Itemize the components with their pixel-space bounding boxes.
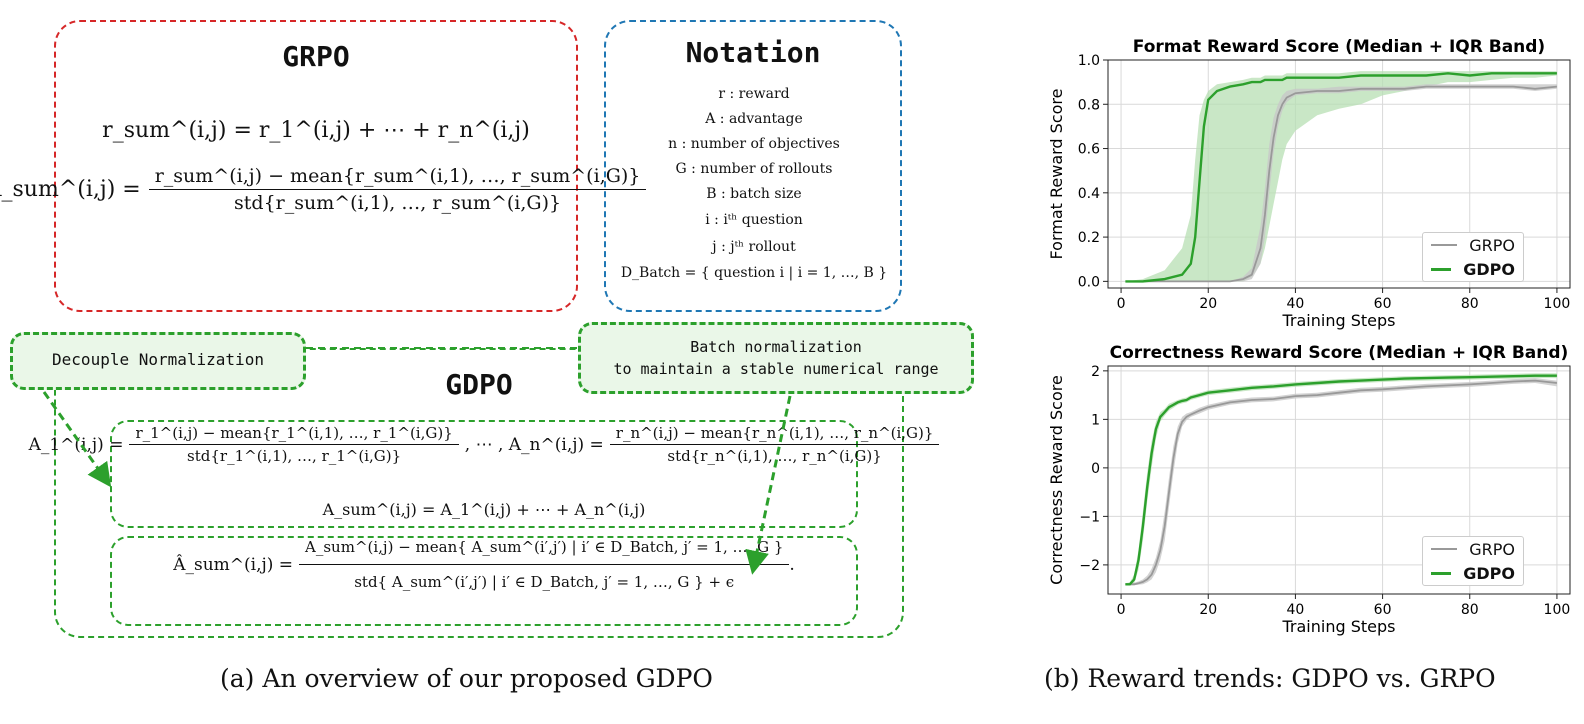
grpo-eq-fraction: r_sum^(i,j) − mean{r_sum^(i,1), …, r_sum… — [148, 165, 647, 214]
plot-frame — [1107, 59, 1571, 289]
decouple-callout — [10, 332, 306, 390]
a1-denominator: std{r_1^(i,1), …, r_1^(i,G)} — [187, 447, 402, 465]
batch-normalized-eq: Â_sum^(i,j) = A_sum^(i,j) − mean{ A_sum^… — [116, 538, 852, 591]
x-tick-label: 80 — [1461, 602, 1479, 618]
caption-left: (a) An overview of our proposed GDPO — [220, 664, 713, 693]
x-tick-label: 0 — [1117, 602, 1126, 618]
x-tick-label: 20 — [1199, 296, 1217, 312]
legend-label-gdpo: GDPO — [1463, 259, 1515, 279]
legend-label-gdpo: GDPO — [1463, 563, 1515, 583]
y-tick-label: −1 — [1079, 509, 1100, 525]
notation-item: A : advantage — [705, 111, 803, 127]
grpo-eq-denominator: std{r_sum^(i,1), …, r_sum^(i,G)} — [234, 192, 562, 214]
y-tick-label: 0.8 — [1078, 97, 1100, 113]
legend-item-gdpo: GDPO — [1423, 561, 1523, 585]
y-tick-label: 0.2 — [1078, 230, 1100, 246]
an-fraction: r_n^(i,j) − mean{r_n^(i,1), …, r_n^(i,G)… — [609, 424, 940, 465]
series-line-gdpo — [1125, 374, 1557, 586]
grpo-eq-lhs: A_sum^(i,j) = — [0, 177, 141, 202]
y-tick-label: 1.0 — [1078, 53, 1100, 69]
x-tick-label: 60 — [1374, 602, 1392, 618]
y-axis-label: Correctness Reward Score — [1047, 375, 1066, 585]
x-tick-label: 20 — [1199, 602, 1217, 618]
grpo-eq-numerator: r_sum^(i,j) − mean{r_sum^(i,1), …, r_sum… — [148, 165, 647, 190]
a-hat-fraction: A_sum^(i,j) − mean{ A_sum^(i′,j′) | i′ ∈… — [299, 538, 790, 591]
y-tick-label: 2 — [1091, 364, 1100, 380]
notation-item: j : jᵗʰ rollout — [712, 239, 796, 255]
y-tick-label: 0.6 — [1078, 142, 1100, 158]
notation-item: r : reward — [718, 86, 790, 102]
gdpo-title: GDPO — [445, 368, 513, 401]
x-tick-label: 0 — [1117, 296, 1126, 312]
plot-frame — [1107, 365, 1571, 595]
format-chart-legend: GRPO GDPO — [1422, 232, 1524, 282]
notation-item: B : batch size — [706, 186, 802, 202]
y-tick-label: −2 — [1079, 558, 1100, 574]
series-line-gdpo — [1125, 72, 1557, 283]
batch-norm-callout-line1: Batch normalization — [690, 338, 862, 356]
chart-title: Correctness Reward Score (Median + IQR B… — [1110, 343, 1569, 363]
series-line-grpo — [1125, 379, 1557, 586]
x-axis-label: Training Steps — [1282, 617, 1396, 636]
grpo-eq-sum: r_sum^(i,j) = r_1^(i,j) + ⋯ + r_n^(i,j) — [102, 118, 530, 143]
y-tick-label: 0.4 — [1078, 186, 1100, 202]
x-tick-label: 40 — [1287, 602, 1305, 618]
notation-list: r : reward A : advantage n : number of o… — [604, 86, 902, 296]
x-tick-label: 100 — [1544, 296, 1571, 312]
an-numerator: r_n^(i,j) − mean{r_n^(i,1), …, r_n^(i,G)… — [609, 424, 940, 445]
gdpo-arrows — [42, 347, 792, 575]
a1-fraction: r_1^(i,j) − mean{r_1^(i,1), …, r_1^(i,G)… — [129, 424, 459, 465]
x-tick-label: 100 — [1544, 602, 1571, 618]
y-axis-label: Format Reward Score — [1047, 89, 1066, 260]
decoupled-advantage-eq: A_1^(i,j) = r_1^(i,j) − mean{r_1^(i,1), … — [29, 424, 940, 465]
a-sum-eq: A_sum^(i,j) = A_1^(i,j) + ⋯ + A_n^(i,j) — [322, 500, 646, 519]
chart-title: Format Reward Score (Median + IQR Band) — [1133, 37, 1545, 57]
x-tick-label: 80 — [1461, 296, 1479, 312]
series-line-grpo — [1125, 85, 1557, 283]
notation-item: D_Batch = { question i | i = 1, …, B } — [620, 265, 888, 281]
x-tick-label: 60 — [1374, 296, 1392, 312]
notation-item: n : number of objectives — [668, 136, 840, 152]
y-tick-label: 0.0 — [1078, 274, 1100, 290]
a-mid: , ⋯ , A_n^(i,j) = — [464, 434, 604, 455]
caption-right: (b) Reward trends: GDPO vs. GRPO — [1044, 664, 1496, 693]
decouple-arrow — [42, 391, 112, 488]
grpo-title: GRPO — [282, 40, 350, 73]
batch-norm-callout-line2: to maintain a stable numerical range — [613, 360, 939, 378]
batch-normalized-advantage-box — [110, 536, 858, 626]
x-tick-label: 40 — [1287, 296, 1305, 312]
x-axis-label: Training Steps — [1282, 311, 1396, 330]
legend-item-grpo: GRPO — [1423, 537, 1523, 561]
grpo-eq-advantage: A_sum^(i,j) = r_sum^(i,j) − mean{r_sum^(… — [0, 165, 647, 214]
iqr-band-gdpo — [1125, 71, 1557, 282]
a-hat-end: . — [789, 554, 795, 575]
legend-label-grpo: GRPO — [1469, 235, 1515, 255]
legend-item-gdpo: GDPO — [1423, 257, 1523, 281]
notation-item: i : iᵗʰ question — [705, 212, 803, 228]
y-tick-label: 0 — [1091, 461, 1100, 477]
decouple-callout-label: Decouple Normalization — [52, 350, 264, 369]
a-hat-lhs: Â_sum^(i,j) = — [173, 554, 294, 575]
correctness-reward-chart: Correctness Reward Score (Median + IQR B… — [1047, 343, 1571, 636]
grpo-box — [54, 20, 578, 312]
legend-item-grpo: GRPO — [1423, 233, 1523, 257]
correctness-chart-legend: GRPO GDPO — [1422, 536, 1524, 586]
batch-norm-arrow — [745, 395, 792, 575]
a1-lhs: A_1^(i,j) = — [28, 434, 124, 455]
notation-title: Notation — [685, 36, 821, 69]
a1-numerator: r_1^(i,j) − mean{r_1^(i,1), …, r_1^(i,G)… — [129, 424, 459, 445]
an-denominator: std{r_n^(i,1), …, r_n^(i,G)} — [667, 447, 882, 465]
legend-label-grpo: GRPO — [1469, 539, 1515, 559]
notation-item: G : number of rollouts — [675, 161, 833, 177]
batch-norm-callout — [578, 322, 974, 394]
a-hat-denominator: std{ A_sum^(i′,j′) | i′ ∈ D_Batch, j′ = … — [354, 573, 735, 591]
y-tick-label: 1 — [1091, 412, 1100, 428]
a-hat-numerator: A_sum^(i,j) − mean{ A_sum^(i′,j′) | i′ ∈… — [299, 538, 790, 565]
format-reward-chart: Format Reward Score (Median + IQR Band) 0… — [1047, 37, 1571, 330]
notation-box — [604, 20, 902, 312]
